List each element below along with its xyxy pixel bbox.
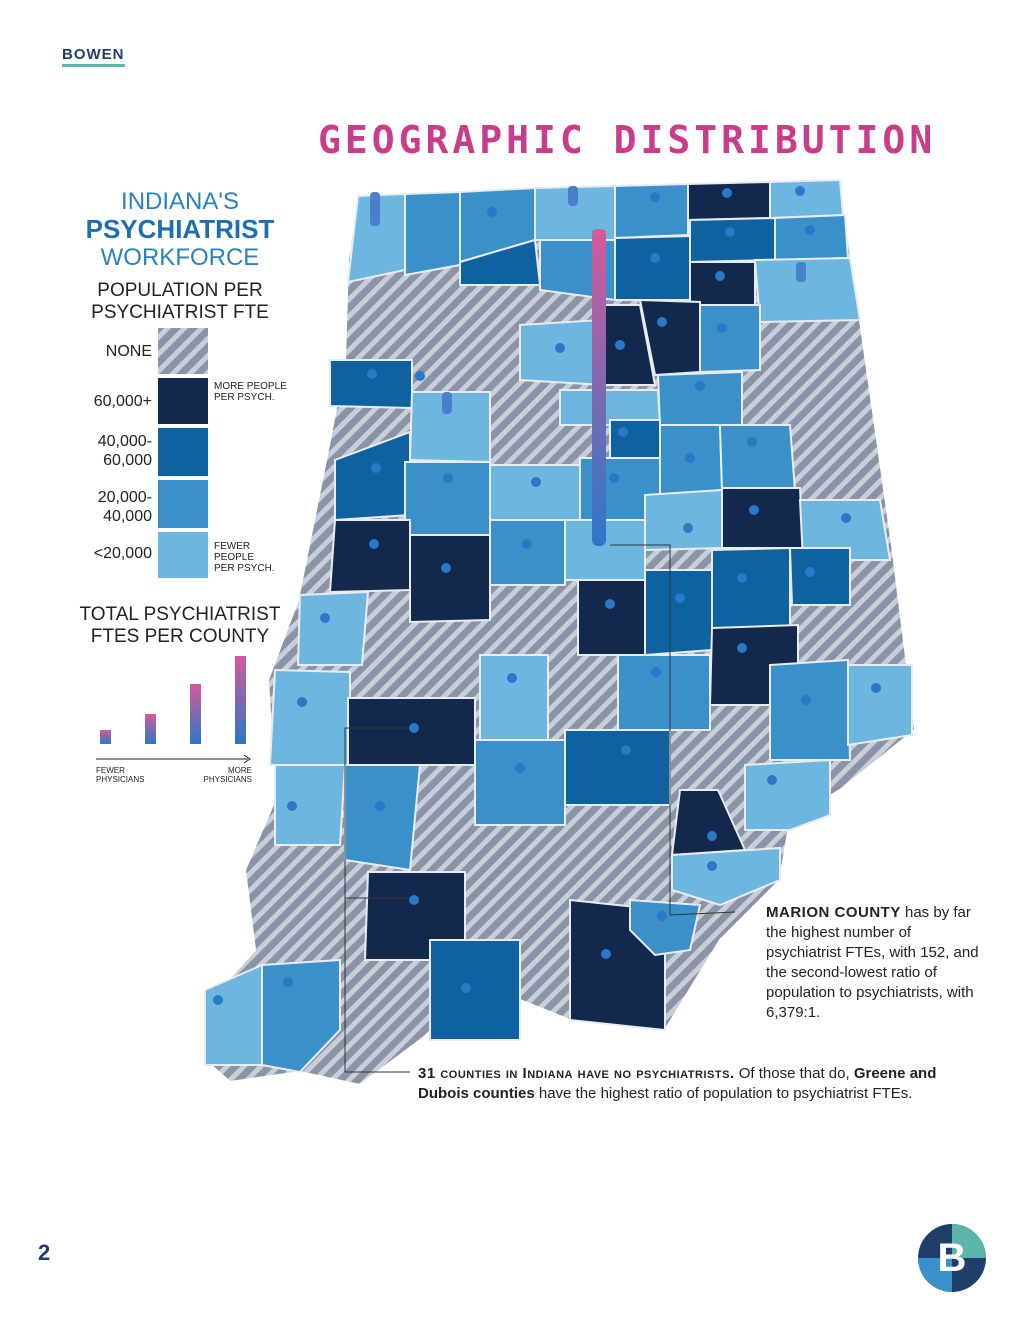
legend-label-20k-40k: 20,000- 40,000: [60, 488, 152, 526]
county-johnson: [617, 654, 711, 731]
county-randolph: [721, 487, 805, 549]
county-newton-jasper: [329, 359, 413, 410]
legend-label-60k-plus: 60,000+: [93, 393, 152, 410]
callout-counties-end: have the highest ratio of population to …: [534, 1085, 913, 1102]
county-kosciusko: [614, 234, 691, 301]
legend-note-fewer-line3: PER PSYCH.: [214, 563, 275, 574]
legend-heading-line3: WORKFORCE: [100, 244, 260, 271]
legend-label-20k-40k-line2: 40,000: [103, 508, 152, 525]
county-jackson: [564, 729, 671, 806]
county-henry: [711, 546, 791, 629]
county-dearborn-area: [847, 664, 913, 747]
county-perry-area: [429, 939, 521, 1041]
legend-label-20k-40k-line1: 20,000-: [97, 489, 152, 506]
legend-label-40k-60k-line2: 60,000: [103, 452, 152, 469]
county-vigo: [268, 668, 351, 766]
legend-note-fewer-line1: FEWER: [214, 541, 251, 552]
county-tippecanoe: [404, 461, 491, 536]
fte-axis-left-line1: FEWER: [96, 766, 125, 775]
legend-swatch-under-20k: [158, 532, 208, 578]
legend-subtitle-line2: PSYCHIATRIST FTE: [91, 302, 269, 323]
legend-note-fewer: FEWER PEOPLE PER PSYCH.: [214, 541, 275, 574]
county-franklin-area: [769, 658, 852, 761]
county-switzerland-area: [744, 758, 831, 831]
callout-counties-lead: 31 counties in Indiana have no psychiatr…: [418, 1065, 735, 1082]
legend-subtitle: POPULATION PER PSYCHIATRIST FTE: [60, 280, 300, 324]
county-allen: [753, 256, 862, 324]
legend-label-under-20k: <20,000: [93, 545, 152, 562]
county-shelby: [644, 569, 713, 657]
fte-legend-title: TOTAL PSYCHIATRIST FTES PER COUNTY: [60, 604, 300, 648]
county-montgomery: [409, 534, 491, 624]
legend-heading-line1: INDIANA'S: [121, 188, 239, 215]
county-lagrange: [687, 180, 771, 222]
legend-note-more: MORE PEOPLE PER PSYCH.: [214, 381, 287, 403]
fte-axis-right-label: MORE PHYSICIANS: [196, 766, 252, 784]
legend-swatch-40k-60k: [158, 428, 208, 476]
county-boone: [489, 519, 566, 586]
county-marion: [577, 579, 646, 656]
page-title: GEOGRAPHIC DISTRIBUTION: [318, 118, 937, 162]
fte-legend-bar-2: [145, 714, 156, 744]
county-huntington: [699, 304, 761, 374]
fte-axis-right-line1: MORE: [228, 766, 252, 775]
county-porter: [404, 190, 461, 277]
county-jefferson: [671, 846, 781, 907]
bowen-b-logo: [918, 1224, 986, 1292]
legend-label-40k-60k: 40,000- 60,000: [60, 432, 152, 470]
legend-label-none: NONE: [105, 343, 152, 360]
legend-note-fewer-line2: PEOPLE: [214, 552, 255, 563]
county-steuben: [769, 178, 845, 220]
fte-axis-left-label: FEWER PHYSICIANS: [96, 766, 144, 784]
legend-subtitle-line1: POPULATION PER: [97, 280, 263, 301]
fte-legend-bar-4: [235, 656, 246, 744]
fte-legend-bar-3: [190, 684, 201, 744]
county-vanderburgh-area: [261, 958, 341, 1074]
county-howard: [609, 419, 661, 459]
callout-marion-title: MARION COUNTY: [766, 904, 901, 921]
county-fountain-area: [328, 519, 411, 594]
callout-counties-without-psychiatrists: 31 counties in Indiana have no psychiatr…: [418, 1064, 978, 1104]
marion-fte-bar: [592, 230, 606, 546]
county-jay: [798, 499, 892, 561]
county-lawrence: [474, 739, 566, 826]
county-morgan: [479, 654, 549, 741]
county-clark: [629, 898, 702, 957]
callout-marion-text: has by far the highest number of psychia…: [766, 904, 979, 1021]
fte-legend-bar-1: [100, 730, 111, 744]
county-vermillion: [296, 590, 370, 666]
county-grant: [656, 370, 743, 426]
county-whitley: [689, 261, 756, 306]
legend-swatch-60k-plus: [158, 378, 208, 424]
fte-legend-title-line1: TOTAL PSYCHIATRIST: [79, 604, 281, 625]
county-elkhart: [614, 182, 689, 240]
county-wayne: [788, 547, 851, 606]
fte-axis-right-line2: PHYSICIANS: [203, 775, 252, 784]
logo-letter: B: [937, 1236, 967, 1280]
county-daviess: [344, 764, 422, 872]
brand-logo-text: BOWEN: [62, 46, 125, 67]
county-dekalb: [774, 213, 850, 262]
callout-counties-bold: Greene and Dubois counties: [418, 1065, 937, 1102]
callout-counties-mid: Of those that do,: [734, 1065, 854, 1082]
legend-note-more-line1: MORE PEOPLE: [214, 381, 287, 392]
page-number: 2: [38, 1240, 51, 1265]
legend-note-more-line2: PER PSYCH.: [214, 392, 275, 403]
county-hancock: [644, 488, 723, 552]
fte-legend-title-line2: FTES PER COUNTY: [90, 626, 270, 647]
county-clinton: [489, 464, 581, 521]
county-delaware: [718, 424, 797, 491]
county-noble: [689, 216, 776, 264]
legend-label-40k-60k-line1: 40,000-: [97, 433, 152, 450]
county-posey-area: [204, 963, 263, 1066]
legend-swatch-20k-40k: [158, 480, 208, 528]
callout-marion-county: MARION COUNTY has by far the highest num…: [766, 903, 986, 1023]
legend-swatch-none: [158, 328, 208, 374]
county-knox-area: [274, 764, 347, 846]
legend-heading-line2: PSYCHIATRIST: [85, 214, 275, 244]
fte-axis-left-line2: PHYSICIANS: [96, 775, 145, 784]
